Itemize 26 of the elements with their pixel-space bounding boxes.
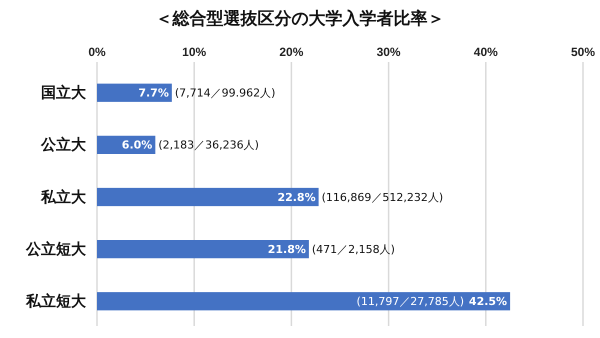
x-tick-label: 0% [88, 45, 106, 59]
annotation: (11,797／27,785人) [356, 295, 464, 308]
data-label: 21.8% [268, 242, 306, 256]
annotation: (2,183／36,236人) [158, 138, 259, 152]
data-label: 6.0% [122, 138, 152, 152]
bar [97, 240, 309, 258]
chart-title: ＜総合型選抜区分の大学入学者比率＞ [156, 9, 444, 29]
x-tick-label: 50% [570, 45, 596, 59]
y-tick-label: 公立短大 [25, 240, 87, 258]
x-tick-label: 20% [279, 45, 304, 59]
annotation: (116,869／512,232人) [322, 190, 444, 204]
bar [97, 188, 319, 206]
y-tick-label: 国立大 [41, 84, 87, 102]
x-tick-label: 10% [182, 45, 207, 59]
annotation: (471／2,158人) [312, 242, 395, 256]
data-label: 42.5% [468, 295, 508, 308]
y-tick-label: 公立大 [40, 136, 87, 154]
x-tick-label: 40% [474, 45, 498, 59]
y-tick-label: 私立大 [40, 188, 87, 206]
bar [97, 84, 172, 102]
x-tick-label: 30% [376, 45, 401, 59]
data-label: 22.8% [277, 190, 316, 204]
annotation: (7,714／99.962人) [174, 86, 276, 100]
bar [97, 292, 510, 310]
y-tick-label: 私立短大 [25, 292, 87, 310]
data-label: 7.7% [138, 86, 169, 100]
